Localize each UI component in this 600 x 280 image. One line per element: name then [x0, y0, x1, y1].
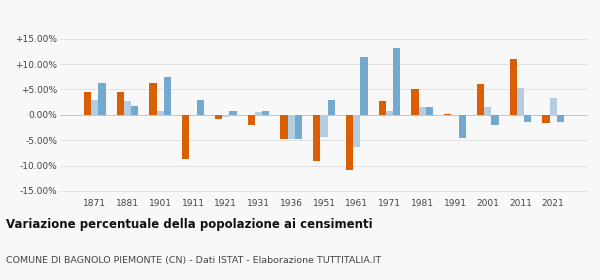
Bar [393, 48, 400, 115]
Bar [458, 115, 466, 138]
Bar [157, 111, 164, 115]
Bar [328, 100, 335, 115]
Bar [222, 115, 229, 117]
Bar [444, 114, 451, 115]
Bar [346, 115, 353, 170]
Bar [149, 83, 157, 115]
Bar [542, 115, 550, 123]
Bar [386, 111, 393, 115]
Bar [419, 107, 426, 115]
Bar [412, 89, 419, 115]
Bar [182, 115, 190, 159]
Bar [262, 111, 269, 115]
Bar [91, 100, 98, 115]
Bar [255, 112, 262, 115]
Bar [98, 83, 106, 115]
Bar [84, 92, 91, 115]
Bar [517, 88, 524, 115]
Bar [131, 106, 139, 115]
Bar [361, 57, 368, 115]
Bar [353, 115, 361, 147]
Bar [280, 115, 287, 139]
Bar [477, 84, 484, 115]
Bar [313, 115, 320, 162]
Bar [117, 92, 124, 115]
Bar [557, 115, 564, 122]
Bar [426, 107, 433, 115]
Bar [509, 59, 517, 115]
Text: Variazione percentuale della popolazione ai censimenti: Variazione percentuale della popolazione… [6, 218, 373, 231]
Bar [124, 101, 131, 115]
Bar [215, 115, 222, 119]
Text: COMUNE DI BAGNOLO PIEMONTE (CN) - Dati ISTAT - Elaborazione TUTTITALIA.IT: COMUNE DI BAGNOLO PIEMONTE (CN) - Dati I… [6, 256, 381, 265]
Bar [379, 101, 386, 115]
Bar [197, 100, 204, 115]
Bar [229, 111, 236, 115]
Bar [295, 115, 302, 139]
Bar [524, 115, 531, 122]
Bar [491, 115, 499, 125]
Bar [550, 97, 557, 115]
Bar [164, 77, 171, 115]
Bar [320, 115, 328, 137]
Bar [248, 115, 255, 125]
Bar [287, 115, 295, 139]
Bar [484, 107, 491, 115]
